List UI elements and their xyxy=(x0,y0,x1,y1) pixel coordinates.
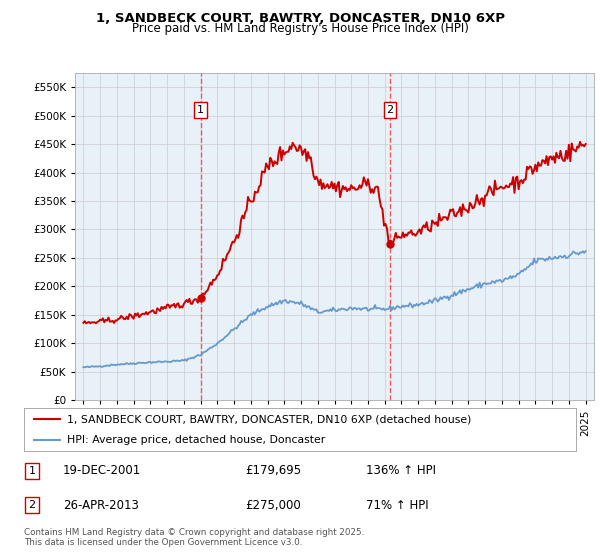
Text: £179,695: £179,695 xyxy=(245,464,301,478)
Text: 1, SANDBECK COURT, BAWTRY, DONCASTER, DN10 6XP: 1, SANDBECK COURT, BAWTRY, DONCASTER, DN… xyxy=(95,12,505,25)
Text: 19-DEC-2001: 19-DEC-2001 xyxy=(62,464,141,478)
Text: 1: 1 xyxy=(197,105,204,115)
Text: Contains HM Land Registry data © Crown copyright and database right 2025.
This d: Contains HM Land Registry data © Crown c… xyxy=(24,528,364,547)
Text: 136% ↑ HPI: 136% ↑ HPI xyxy=(366,464,436,478)
Text: Price paid vs. HM Land Registry's House Price Index (HPI): Price paid vs. HM Land Registry's House … xyxy=(131,22,469,35)
Text: 1, SANDBECK COURT, BAWTRY, DONCASTER, DN10 6XP (detached house): 1, SANDBECK COURT, BAWTRY, DONCASTER, DN… xyxy=(67,414,472,424)
Text: 26-APR-2013: 26-APR-2013 xyxy=(62,498,139,512)
Text: £275,000: £275,000 xyxy=(245,498,301,512)
Text: HPI: Average price, detached house, Doncaster: HPI: Average price, detached house, Donc… xyxy=(67,435,325,445)
Text: 1: 1 xyxy=(28,466,35,476)
Text: 2: 2 xyxy=(28,500,35,510)
Text: 71% ↑ HPI: 71% ↑ HPI xyxy=(366,498,429,512)
Text: 2: 2 xyxy=(386,105,394,115)
